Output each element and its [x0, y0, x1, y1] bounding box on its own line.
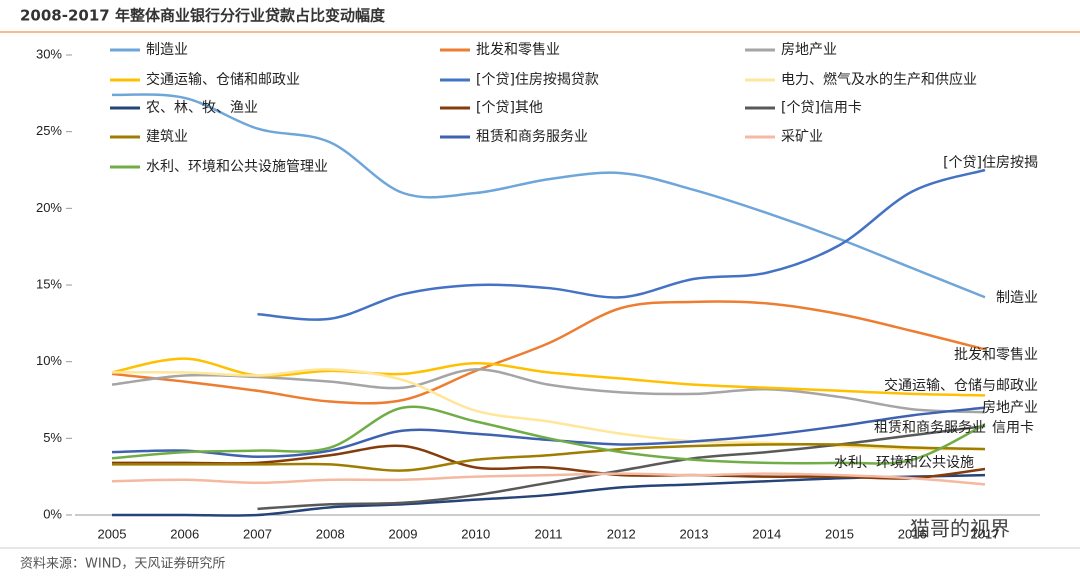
- legend-label: 房地产业: [781, 42, 837, 58]
- annotation: 房地产业: [982, 400, 1038, 416]
- annotation: 租赁和商务服务业: [874, 420, 986, 436]
- series-line: [111, 368, 986, 414]
- legend-label: [个贷]信用卡: [781, 100, 862, 116]
- legend-label: 交通运输、仓储和邮政业: [146, 71, 300, 88]
- y-tick-label: 20%: [36, 200, 62, 215]
- series-line: [111, 472, 986, 486]
- annotation: 交通运输、仓储与邮政业: [884, 377, 1038, 394]
- x-tick-label: 2014: [752, 526, 781, 541]
- watermark: 猫哥的视界: [910, 517, 1010, 541]
- series-line: [111, 406, 986, 458]
- chart-title: 2008-2017 年整体商业银行分行业贷款占比变动幅度: [20, 7, 386, 25]
- x-tick-label: 2009: [389, 526, 418, 541]
- legend-label: 电力、燃气及水的生产和供应业: [781, 71, 977, 88]
- legend-label: 水利、环境和公共设施管理业: [146, 159, 328, 175]
- series-line: [111, 405, 986, 465]
- series-line: [111, 300, 986, 405]
- series-line: [111, 368, 986, 451]
- x-tick-label: 2005: [98, 526, 127, 541]
- legend-label: 采矿业: [781, 129, 823, 145]
- x-tick-label: 2017: [971, 526, 1000, 541]
- series-line: [257, 424, 986, 511]
- y-tick-label: 25%: [36, 123, 62, 138]
- legend-label: 制造业: [146, 42, 188, 58]
- legend-label: [个贷]其他: [476, 100, 543, 116]
- y-tick-label: 15%: [36, 276, 62, 291]
- series-line: [257, 168, 986, 321]
- y-tick-label: 0%: [43, 506, 62, 521]
- y-tick-label: 10%: [36, 353, 62, 368]
- source-note: 资料来源：WIND，天风证券研究所: [20, 556, 225, 572]
- x-tick-label: 2007: [243, 526, 272, 541]
- x-tick-label: 2006: [170, 526, 199, 541]
- annotation: 信用卡: [992, 420, 1034, 436]
- series-line: [111, 444, 986, 480]
- series-line: [112, 473, 986, 517]
- legend-label: 租赁和商务服务业: [476, 129, 588, 145]
- series-line: [111, 93, 986, 299]
- x-tick-label: 2015: [825, 526, 854, 541]
- series-line: [112, 442, 986, 472]
- legend-label: 批发和零售业: [476, 42, 560, 58]
- x-tick-label: 2012: [607, 526, 636, 541]
- x-tick-label: 2013: [680, 526, 709, 541]
- annotation: 批发和零售业: [954, 347, 1038, 363]
- annotation: [个贷]住房按揭: [943, 155, 1038, 171]
- y-tick-label: 5%: [43, 430, 62, 445]
- x-tick-label: 2011: [535, 526, 563, 541]
- legend-label: 农、林、牧、渔业: [146, 100, 258, 116]
- annotation: 水利、环境和公共设施: [834, 455, 974, 471]
- x-tick-label: 2016: [898, 526, 927, 541]
- legend-label: [个贷]住房按揭贷款: [476, 72, 599, 88]
- x-tick-label: 2008: [316, 526, 345, 541]
- y-tick-label: 30%: [36, 46, 62, 61]
- x-tick-label: 2010: [461, 526, 490, 541]
- legend-label: 建筑业: [146, 129, 188, 145]
- annotation: 制造业: [996, 290, 1038, 306]
